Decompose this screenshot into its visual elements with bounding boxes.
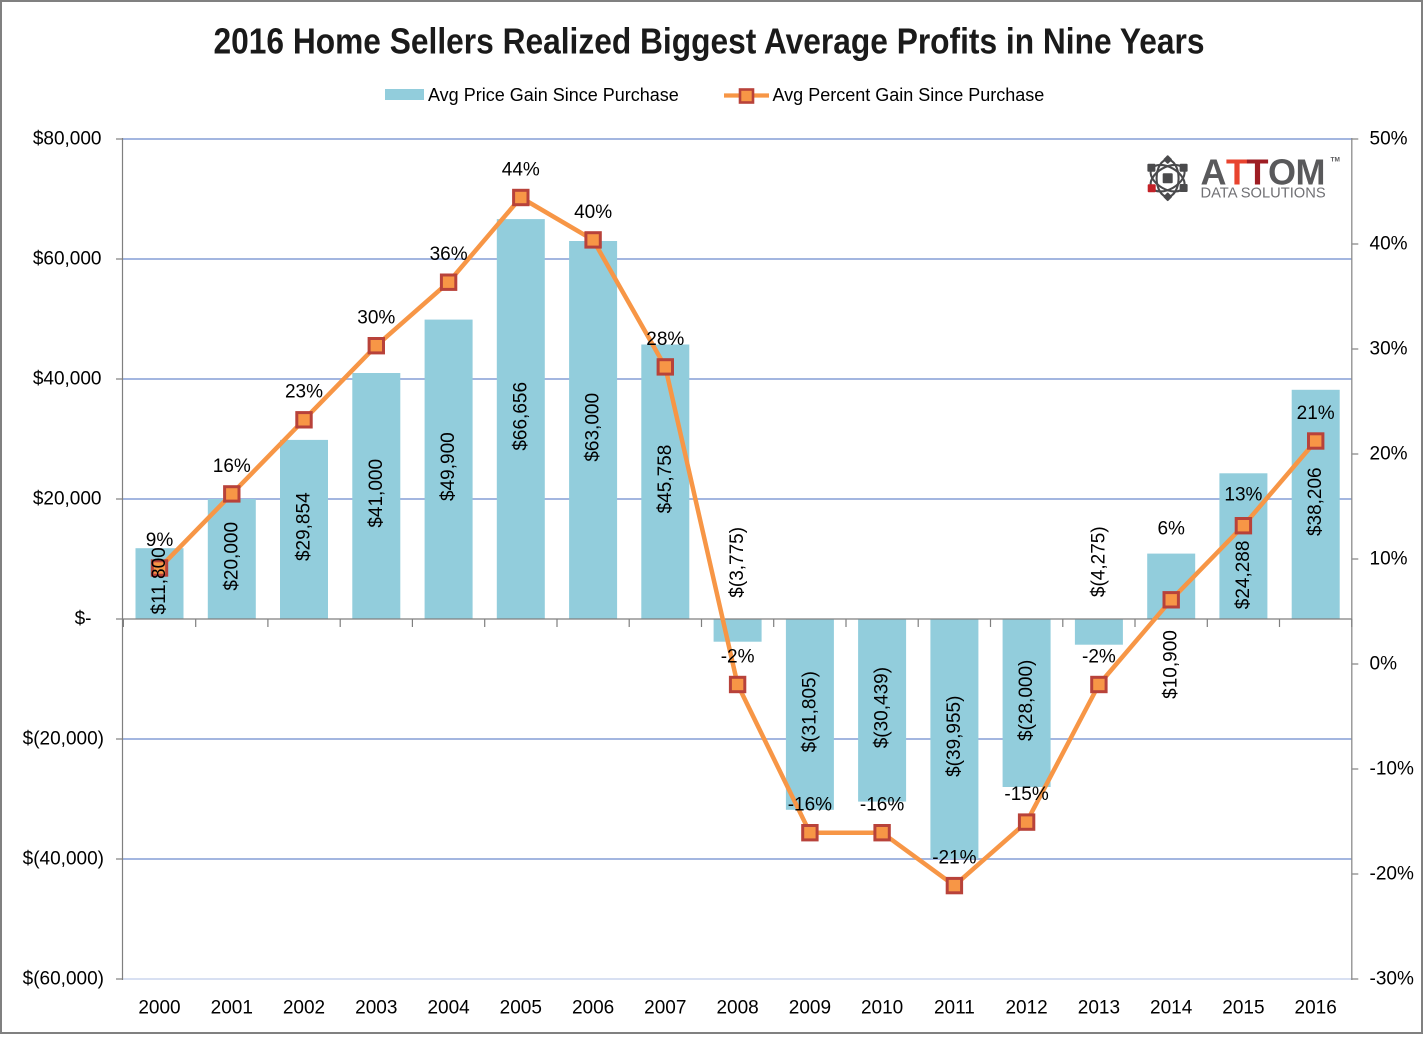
svg-text:$40,000: $40,000 xyxy=(33,369,102,390)
svg-text:$(30,439): $(30,439) xyxy=(872,667,893,748)
svg-text:2010: 2010 xyxy=(861,998,903,1019)
svg-text:-16%: -16% xyxy=(788,795,832,816)
svg-text:$(40,000): $(40,000) xyxy=(23,849,104,870)
svg-text:0%: 0% xyxy=(1370,654,1398,675)
svg-text:-16%: -16% xyxy=(860,795,904,816)
svg-text:$29,854: $29,854 xyxy=(294,492,315,561)
svg-text:-2%: -2% xyxy=(1082,646,1116,667)
svg-text:$45,758: $45,758 xyxy=(655,445,676,514)
svg-text:-20%: -20% xyxy=(1370,864,1414,885)
svg-text:-21%: -21% xyxy=(932,848,976,869)
svg-text:-30%: -30% xyxy=(1370,969,1414,990)
svg-text:M: M xyxy=(1296,152,1326,193)
svg-text:2000: 2000 xyxy=(138,998,180,1019)
svg-text:2014: 2014 xyxy=(1150,998,1193,1019)
svg-text:44%: 44% xyxy=(502,159,540,180)
svg-text:2008: 2008 xyxy=(716,998,758,1019)
svg-text:$(31,805): $(31,805) xyxy=(799,671,820,752)
svg-text:$38,206: $38,206 xyxy=(1305,467,1326,536)
svg-text:6%: 6% xyxy=(1157,519,1185,540)
svg-text:$(3,775): $(3,775) xyxy=(727,527,748,598)
svg-text:2004: 2004 xyxy=(427,998,470,1019)
svg-text:-10%: -10% xyxy=(1370,759,1414,780)
svg-text:2006: 2006 xyxy=(572,998,614,1019)
svg-text:9%: 9% xyxy=(146,530,174,551)
svg-text:$-: $- xyxy=(75,609,92,630)
svg-text:2013: 2013 xyxy=(1078,998,1120,1019)
svg-text:T: T xyxy=(1226,152,1248,193)
svg-text:$66,656: $66,656 xyxy=(510,382,531,451)
svg-text:DATA SOLUTIONS: DATA SOLUTIONS xyxy=(1201,186,1326,202)
svg-text:Avg Price Gain Since Purchase: Avg Price Gain Since Purchase xyxy=(428,85,679,105)
svg-text:$20,000: $20,000 xyxy=(33,489,102,510)
svg-text:$49,900: $49,900 xyxy=(438,432,459,501)
svg-text:30%: 30% xyxy=(357,308,395,329)
svg-text:-2%: -2% xyxy=(721,646,755,667)
svg-text:$20,000: $20,000 xyxy=(221,522,242,591)
svg-text:$63,000: $63,000 xyxy=(583,393,604,462)
svg-text:$10,900: $10,900 xyxy=(1161,630,1182,699)
svg-text:2002: 2002 xyxy=(283,998,325,1019)
svg-text:$(60,000): $(60,000) xyxy=(23,969,104,990)
svg-text:$60,000: $60,000 xyxy=(33,249,102,270)
svg-text:2011: 2011 xyxy=(934,998,975,1019)
svg-text:50%: 50% xyxy=(1370,129,1408,150)
svg-text:$41,000: $41,000 xyxy=(366,459,387,528)
svg-text:2012: 2012 xyxy=(1005,998,1047,1019)
svg-text:23%: 23% xyxy=(285,382,323,403)
svg-text:$(28,000): $(28,000) xyxy=(1016,660,1037,741)
svg-text:O: O xyxy=(1268,152,1296,193)
svg-text:40%: 40% xyxy=(1370,234,1408,255)
svg-text:-15%: -15% xyxy=(1004,784,1048,805)
svg-text:2015: 2015 xyxy=(1222,998,1264,1019)
svg-text:$11,800: $11,800 xyxy=(149,547,170,614)
svg-text:Avg Percent Gain Since Purchas: Avg Percent Gain Since Purchase xyxy=(773,85,1045,105)
svg-text:2001: 2001 xyxy=(211,998,253,1019)
svg-text:$80,000: $80,000 xyxy=(33,129,102,150)
svg-text:10%: 10% xyxy=(1370,549,1408,570)
svg-text:2005: 2005 xyxy=(500,998,542,1019)
svg-text:30%: 30% xyxy=(1370,339,1408,360)
svg-text:TM: TM xyxy=(1331,157,1340,164)
svg-text:A: A xyxy=(1201,152,1227,193)
svg-text:2007: 2007 xyxy=(644,998,686,1019)
svg-text:2003: 2003 xyxy=(355,998,397,1019)
svg-text:2016 Home Sellers Realized Big: 2016 Home Sellers Realized Biggest Avera… xyxy=(214,21,1205,62)
svg-text:21%: 21% xyxy=(1297,403,1335,424)
svg-text:T: T xyxy=(1247,152,1269,193)
svg-text:40%: 40% xyxy=(574,202,612,223)
svg-text:20%: 20% xyxy=(1370,444,1408,465)
svg-text:2016: 2016 xyxy=(1295,998,1337,1019)
svg-text:$(39,955): $(39,955) xyxy=(944,696,965,777)
svg-text:28%: 28% xyxy=(646,329,684,350)
svg-text:$(20,000): $(20,000) xyxy=(23,729,104,750)
svg-text:16%: 16% xyxy=(213,456,251,477)
svg-text:36%: 36% xyxy=(430,244,468,265)
svg-text:$(4,275): $(4,275) xyxy=(1088,526,1109,597)
svg-text:13%: 13% xyxy=(1224,485,1262,506)
svg-text:2009: 2009 xyxy=(789,998,831,1019)
svg-text:$24,288: $24,288 xyxy=(1233,541,1254,610)
